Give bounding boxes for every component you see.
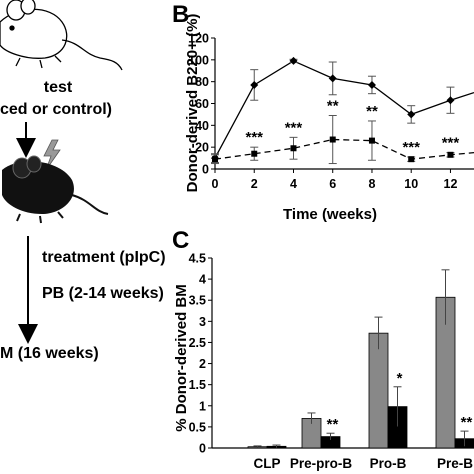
panel-c-significance: * [397,370,403,387]
panel-c-category-label: Pre-B [437,456,473,471]
panel-b-point [212,156,218,163]
panel-c-ytick-label: 3.5 [189,294,206,308]
panel-b-point [328,74,337,83]
panel-c-ytick-label: 2 [199,357,206,371]
panel-b-significance: *** [442,135,460,152]
panel-b-point [408,156,415,163]
test-label: test [44,79,73,96]
panel-c-ytick-label: 2.5 [189,336,206,350]
panel-b-xtick-label: 4 [290,177,297,191]
group-label: ced or control) [0,101,112,118]
panel-b-significance: ** [327,98,339,115]
panel-b-xtick-label: 6 [329,177,336,191]
treatment-label: treatment (pIpC) [42,249,166,266]
mouse-outline-icon [0,0,123,71]
panel-b-series-2-line [214,138,474,160]
panel-b-ytick-label: 100 [188,53,209,67]
panel-b-label: B [172,1,189,28]
panel-c: C 0 0.5 1 1.5 2 2.5 3 3.5 4 4.5 CLP Pre-pro-B Pro-B P… [172,227,474,471]
panel-c-bar-1 [368,332,389,449]
pb-label: PB (2-14 weeks) [42,285,164,302]
panel-b-xlabel: Time (weeks) [283,206,377,223]
panel-b-ytick-label: 120 [188,32,209,46]
panel-b-ytick-label: 80 [195,75,209,89]
panel-c-significance: ** [327,416,339,433]
panel-b-series-1-line [214,60,474,159]
panel-b-point [290,145,297,152]
panel-c-ytick-label: 4 [199,273,206,287]
panel-b-ytick-label: 0 [202,163,209,177]
panel-c-ytick-label: 0 [199,442,206,456]
panel-c-category-label: CLP [254,456,281,471]
panel-c-ytick-label: 1.5 [189,378,206,392]
panel-b-point [329,136,336,143]
panel-c-significance: ** [461,414,473,431]
panel-b-point [447,151,454,158]
panel-b-significance: *** [285,119,303,136]
panel-b-xtick-label: 12 [444,177,458,191]
panel-b-xtick-label: 8 [368,177,375,191]
panel-c-ytick-label: 4.5 [189,252,206,266]
panel-b-xtick-label: 10 [404,177,418,191]
lightning-icon [43,139,61,171]
panel-c-ylabel: % Donor-derived BM [173,284,190,432]
panel-b-point [368,137,375,144]
panel-b-ytick-label: 20 [195,141,209,155]
panel-b-significance: *** [245,129,263,146]
panel-b-xtick-label: 0 [212,177,219,191]
panel-b-point [289,56,298,65]
bm-label: M (16 weeks) [0,345,99,362]
panel-b-point [367,80,376,89]
panel-b-significance: ** [366,103,378,120]
panel-b-ylabel: Donor-derived B220+ (%) [184,14,201,193]
panel-b-ytick-label: 40 [195,119,209,133]
panel-b-point [250,80,259,89]
panel-b-point [251,150,258,157]
panel-c-category-label: Pro-B [370,456,407,471]
panel-b-point [446,96,455,105]
panel-c-ytick-label: 3 [199,315,206,329]
panel-b-point [407,110,416,119]
mouse-black-icon [2,155,109,224]
panel-c-category-label: Pre-pro-B [290,456,353,471]
panel-c-ytick-label: 1 [199,399,206,413]
schematic: test ced or control) treatment (pIpC) PB… [0,0,166,362]
panel-c-label: C [172,227,189,254]
panel-b-significance: *** [402,139,420,156]
panel-b-xtick-label: 2 [251,177,258,191]
panel-c-ytick-label: 0.5 [189,420,206,434]
panel-b-ytick-label: 60 [195,97,209,111]
